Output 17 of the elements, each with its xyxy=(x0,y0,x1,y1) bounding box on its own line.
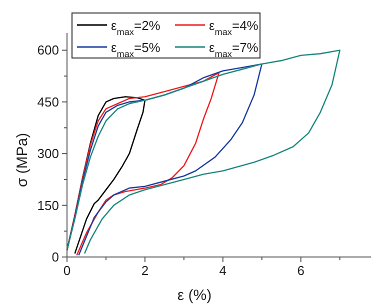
x-tick-label: 4 xyxy=(219,263,227,278)
line-series xyxy=(66,72,220,256)
y-tick-label: 450 xyxy=(37,94,59,110)
line-series xyxy=(66,63,263,256)
y-tick-label: 600 xyxy=(37,42,59,58)
y-axis-title: σ (MPa) xyxy=(14,132,31,188)
y-tick-label: 0 xyxy=(52,250,59,264)
legend-label: ε$_{max}$=5% xyxy=(111,40,161,59)
legend-label: ε$_{max}$=2% xyxy=(111,18,161,37)
x-axis-title: ε (%) xyxy=(177,287,212,304)
x-tick-label: 0 xyxy=(63,263,71,278)
y-tick-label: 300 xyxy=(37,146,59,162)
x-tick-label: 2 xyxy=(141,263,149,278)
legend-label: ε$_{max}$=7% xyxy=(209,40,259,59)
y-tick-label: 150 xyxy=(37,198,59,213)
legend-label: ε$_{max}$=4% xyxy=(209,18,259,37)
x-tick-label: 6 xyxy=(297,263,304,278)
